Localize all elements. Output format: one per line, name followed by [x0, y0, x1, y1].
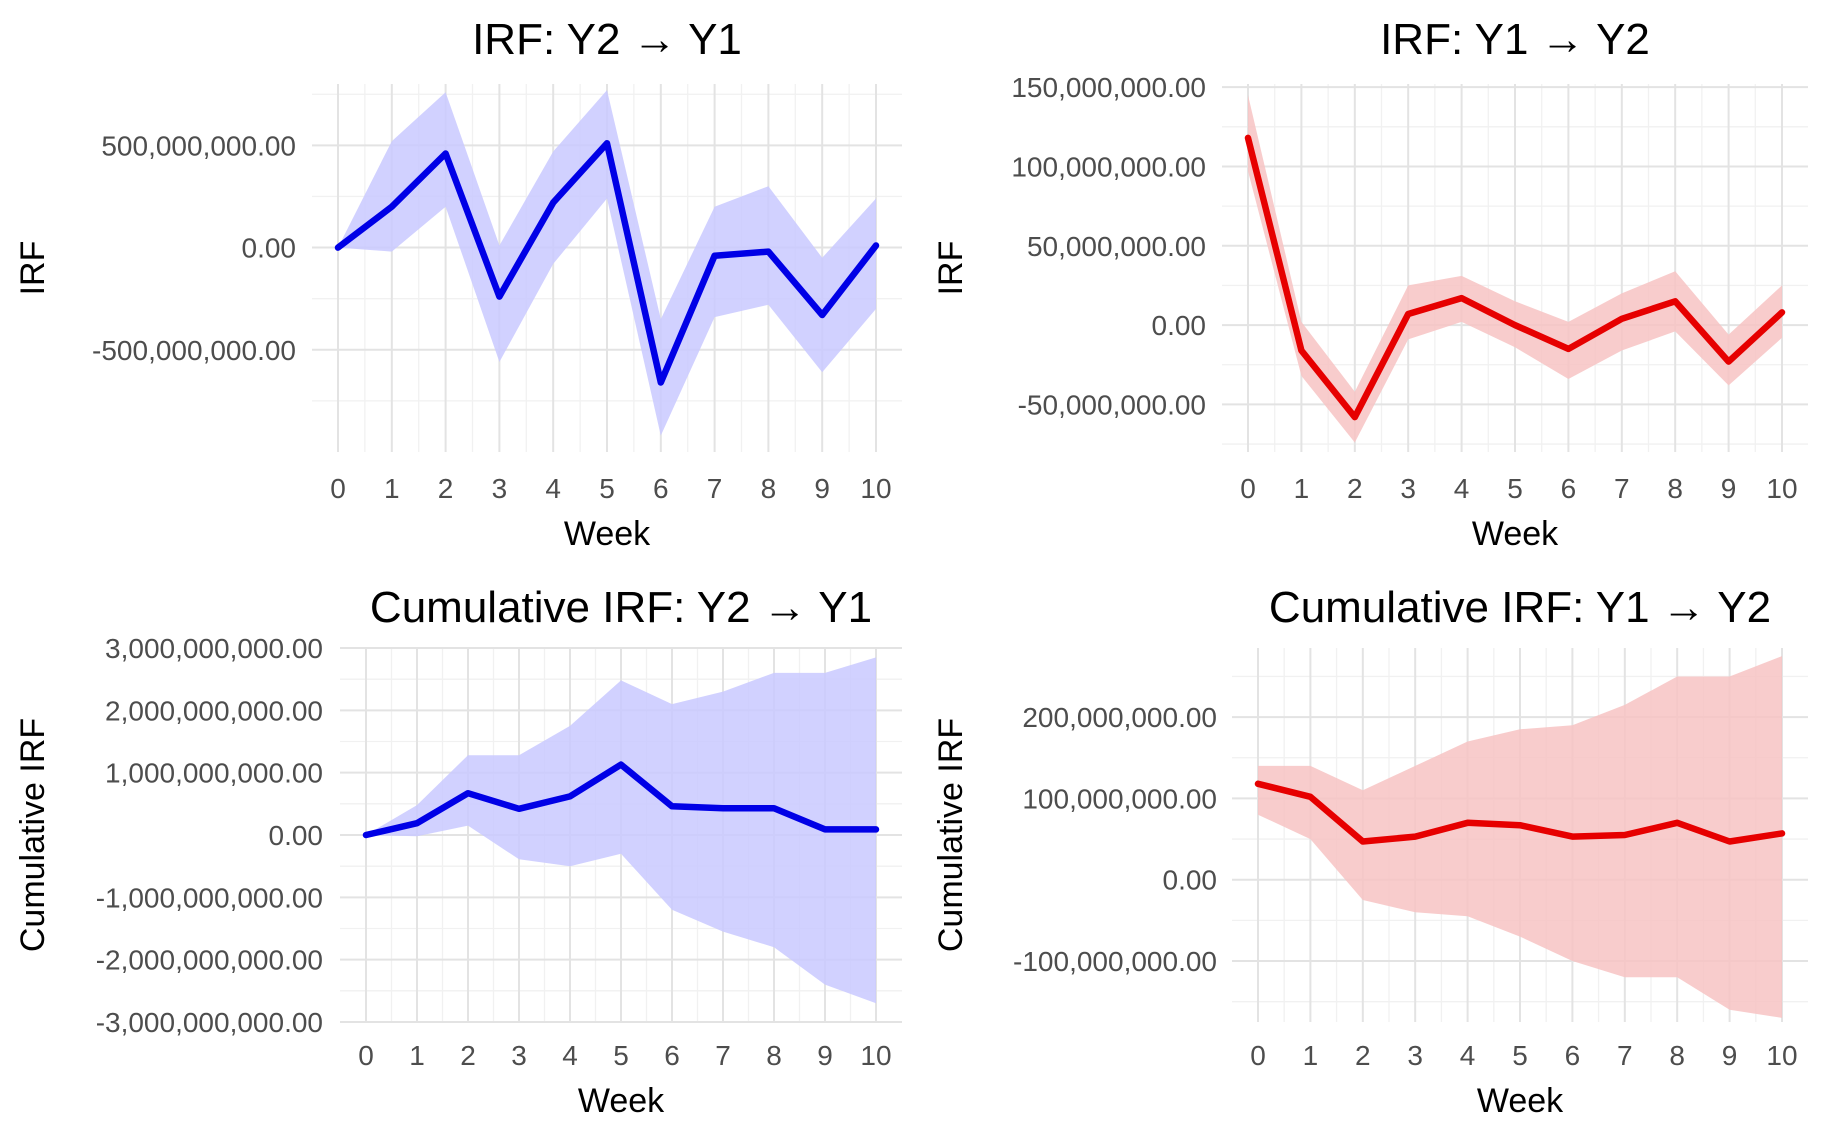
- confidence-band: [338, 90, 876, 436]
- y-tick-label: 3,000,000,000.00: [105, 633, 323, 664]
- y-tick-label: 1,000,000,000.00: [105, 758, 323, 789]
- x-tick-label: 8: [761, 473, 777, 504]
- x-tick-label: 7: [707, 473, 723, 504]
- y-tick-label: 0.00: [1163, 865, 1218, 896]
- y-tick-label: -50,000,000.00: [1018, 389, 1206, 420]
- y-tick-label: 100,000,000.00: [1011, 151, 1206, 182]
- y-tick-label: -3,000,000,000.00: [96, 1007, 323, 1038]
- x-tick-label: 9: [817, 1040, 833, 1071]
- x-axis-title: Week: [1472, 515, 1559, 553]
- y-tick-label: 2,000,000,000.00: [105, 695, 323, 726]
- x-tick-label: 3: [1400, 473, 1416, 504]
- x-tick-label: 9: [814, 473, 830, 504]
- x-tick-label: 9: [1721, 473, 1737, 504]
- y-tick-label: 200,000,000.00: [1022, 702, 1217, 733]
- chart-title: IRF: Y1 → Y2: [1380, 15, 1650, 64]
- x-tick-label: 6: [1561, 473, 1577, 504]
- y-tick-label: 0.00: [269, 820, 324, 851]
- x-tick-label: 5: [1512, 1040, 1528, 1071]
- confidence-band: [1258, 656, 1782, 1018]
- x-tick-label: 10: [1766, 473, 1797, 504]
- x-tick-label: 2: [1347, 473, 1363, 504]
- x-tick-label: 1: [1294, 473, 1310, 504]
- chart-title: IRF: Y2 → Y1: [472, 15, 742, 64]
- x-tick-label: 4: [562, 1040, 578, 1071]
- x-tick-label: 6: [664, 1040, 680, 1071]
- x-tick-label: 0: [1240, 473, 1256, 504]
- chart-title: Cumulative IRF: Y2 → Y1: [370, 583, 872, 632]
- x-tick-label: 8: [1669, 1040, 1685, 1071]
- y-tick-label: -2,000,000,000.00: [96, 945, 323, 976]
- x-tick-label: 5: [599, 473, 615, 504]
- x-tick-label: 10: [860, 1040, 891, 1071]
- y-tick-label: -100,000,000.00: [1013, 946, 1217, 977]
- x-tick-label: 3: [511, 1040, 527, 1071]
- x-tick-label: 7: [715, 1040, 731, 1071]
- y-tick-label: 50,000,000.00: [1027, 231, 1206, 262]
- x-tick-label: 6: [653, 473, 669, 504]
- y-tick-label: 150,000,000.00: [1011, 72, 1206, 103]
- chart-panel-3: -3,000,000,000.00 -2,000,000,000.00 -1,000…: [14, 583, 902, 1120]
- x-tick-label: 4: [545, 473, 561, 504]
- x-tick-label: 1: [409, 1040, 425, 1071]
- y-tick-label: 100,000,000.00: [1022, 783, 1217, 814]
- x-tick-label: 0: [358, 1040, 374, 1071]
- y-axis-title: Cumulative IRF: [14, 718, 52, 952]
- y-tick-label: 0.00: [242, 233, 297, 264]
- chart-panel-2: -50,000,000.00 0.00 50,000,000.00 100,000,0…: [932, 15, 1808, 553]
- x-tick-label: 0: [1250, 1040, 1266, 1071]
- x-tick-label: 8: [1667, 473, 1683, 504]
- x-tick-label: 1: [1303, 1040, 1319, 1071]
- x-tick-label: 7: [1614, 473, 1630, 504]
- y-axis-title: IRF: [14, 241, 52, 296]
- x-axis-title: Week: [578, 1082, 665, 1120]
- x-tick-label: 8: [766, 1040, 782, 1071]
- x-tick-label: 3: [492, 473, 508, 504]
- y-axis-title: IRF: [932, 241, 970, 296]
- x-tick-label: 3: [1407, 1040, 1423, 1071]
- confidence-band: [1248, 95, 1782, 443]
- x-tick-label: 1: [384, 473, 400, 504]
- y-tick-label: -1,000,000,000.00: [96, 882, 323, 913]
- x-tick-label: 2: [1355, 1040, 1371, 1071]
- x-tick-label: 4: [1454, 473, 1470, 504]
- x-axis-title: Week: [564, 515, 651, 553]
- chart-title: Cumulative IRF: Y1 → Y2: [1269, 583, 1771, 632]
- x-tick-label: 4: [1460, 1040, 1476, 1071]
- x-tick-label: 2: [438, 473, 454, 504]
- x-tick-label: 0: [330, 473, 346, 504]
- x-tick-label: 6: [1565, 1040, 1581, 1071]
- x-axis-title: Week: [1477, 1082, 1564, 1120]
- x-tick-label: 10: [860, 473, 891, 504]
- chart-panel-1: -500,000,000.00 0.00 500,000,000.00 0 1 2 3 4 5 6…: [14, 15, 902, 553]
- chart-panel-4: -100,000,000.00 0.00 100,000,000.00 200,000…: [932, 583, 1808, 1120]
- x-tick-label: 10: [1766, 1040, 1797, 1071]
- x-tick-label: 5: [613, 1040, 629, 1071]
- y-tick-label: 0.00: [1152, 310, 1207, 341]
- confidence-band: [366, 657, 876, 1004]
- x-tick-label: 9: [1722, 1040, 1738, 1071]
- x-tick-label: 5: [1507, 473, 1523, 504]
- y-tick-label: -500,000,000.00: [92, 335, 296, 366]
- x-tick-label: 2: [460, 1040, 476, 1071]
- y-tick-label: 500,000,000.00: [101, 130, 296, 161]
- y-axis-title: Cumulative IRF: [932, 718, 970, 952]
- x-tick-label: 7: [1617, 1040, 1633, 1071]
